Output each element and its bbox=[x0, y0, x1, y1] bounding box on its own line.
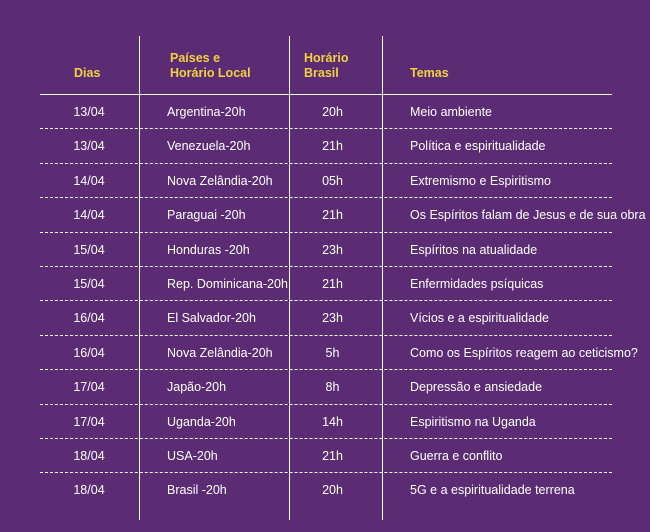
cell-dia: 17/04 bbox=[73, 414, 105, 429]
header-horario-line1: Horário bbox=[304, 51, 349, 65]
cell-pais: Argentina-20h bbox=[167, 105, 246, 119]
table-row: 16/04 El Salvador-20h 23h Vícios e a esp… bbox=[40, 301, 612, 336]
cell-dia: 14/04 bbox=[73, 208, 105, 223]
header-temas: Temas bbox=[410, 66, 449, 80]
cell-tema: 5G e a espiritualidade terrena bbox=[410, 483, 575, 498]
table-body: 13/04 Argentina-20h 20h Meio ambiente 13… bbox=[40, 95, 646, 508]
cell-tema: Guerra e conflito bbox=[410, 448, 503, 463]
table-row: 13/04 Argentina-20h 20h Meio ambiente bbox=[40, 95, 612, 130]
cell-pais: Nova Zelândia-20h bbox=[167, 345, 273, 360]
cell-horario: 5h bbox=[325, 345, 340, 360]
cell-pais: Rep. Dominicana-20h bbox=[167, 276, 288, 291]
cell-tema: Vícios e a espiritualidade bbox=[410, 311, 549, 326]
cell-tema: Meio ambiente bbox=[410, 105, 492, 119]
cell-dia: 16/04 bbox=[73, 345, 105, 360]
table-row: 14/04 Paraguai -20h 21h Os Espíritos fal… bbox=[40, 198, 646, 233]
column-divider bbox=[139, 36, 140, 520]
cell-horario: 20h bbox=[322, 105, 343, 119]
header-paises: Países e Horário Local bbox=[170, 51, 251, 81]
cell-horario: 21h bbox=[322, 448, 343, 463]
column-divider bbox=[382, 36, 383, 520]
cell-horario: 23h bbox=[322, 242, 343, 257]
cell-tema: Extremismo e Espiritismo bbox=[410, 173, 551, 188]
cell-dia: 16/04 bbox=[73, 311, 105, 326]
cell-pais: Nova Zelândia-20h bbox=[167, 173, 273, 188]
table-row: 16/04 Nova Zelândia-20h 5h Como os Espír… bbox=[40, 336, 638, 371]
cell-pais: USA-20h bbox=[167, 448, 218, 463]
table-row: 18/04 Brasil -20h 20h 5G e a espirituali… bbox=[40, 473, 612, 507]
table-header: Dias Países e Horário Local Horário Bras… bbox=[40, 40, 612, 95]
header-horario-line2: Brasil bbox=[304, 66, 339, 80]
cell-tema: Espíritos na atualidade bbox=[410, 242, 538, 257]
cell-pais: Uganda-20h bbox=[167, 414, 236, 429]
cell-tema: Depressão e ansiedade bbox=[410, 380, 543, 395]
cell-pais: Venezuela-20h bbox=[167, 139, 251, 154]
cell-dia: 17/04 bbox=[73, 380, 105, 395]
cell-horario: 21h bbox=[322, 276, 343, 291]
cell-pais: Honduras -20h bbox=[167, 242, 250, 257]
cell-horario: 23h bbox=[322, 311, 343, 326]
table-row: 17/04 Japão-20h 8h Depressão e ansiedade bbox=[40, 370, 612, 405]
cell-dia: 13/04 bbox=[73, 105, 105, 119]
cell-pais: Brasil -20h bbox=[167, 483, 227, 498]
cell-dia: 13/04 bbox=[73, 139, 105, 154]
header-paises-line1: Países e bbox=[170, 51, 221, 65]
cell-tema: Enfermidades psíquicas bbox=[410, 276, 544, 291]
cell-horario: 05h bbox=[322, 173, 343, 188]
header-paises-line2: Horário Local bbox=[170, 66, 251, 80]
table-row: 15/04 Rep. Dominicana-20h 21h Enfermidad… bbox=[40, 267, 612, 302]
cell-dia: 15/04 bbox=[73, 276, 105, 291]
column-divider bbox=[289, 36, 290, 520]
cell-pais: El Salvador-20h bbox=[167, 311, 256, 326]
cell-horario: 21h bbox=[322, 139, 343, 154]
cell-horario: 20h bbox=[322, 483, 343, 498]
table-row: 13/04 Venezuela-20h 21h Política e espir… bbox=[40, 129, 612, 164]
cell-tema: Espiritismo na Uganda bbox=[410, 414, 536, 429]
cell-dia: 18/04 bbox=[73, 448, 105, 463]
cell-pais: Paraguai -20h bbox=[167, 208, 246, 223]
table-row: 15/04 Honduras -20h 23h Espíritos na atu… bbox=[40, 233, 612, 267]
cell-horario: 21h bbox=[322, 208, 343, 223]
cell-tema: Como os Espíritos reagem ao ceticismo? bbox=[410, 345, 638, 360]
table-row: 14/04 Nova Zelândia-20h 05h Extremismo e… bbox=[40, 164, 612, 199]
cell-dia: 14/04 bbox=[73, 173, 105, 188]
cell-dia: 18/04 bbox=[73, 483, 105, 498]
table-row: 17/04 Uganda-20h 14h Espiritismo na Ugan… bbox=[40, 405, 612, 439]
header-dias: Dias bbox=[74, 66, 101, 80]
cell-tema: Política e espiritualidade bbox=[410, 139, 546, 154]
cell-tema: Os Espíritos falam de Jesus e de sua obr… bbox=[410, 208, 646, 223]
cell-horario: 8h bbox=[325, 380, 340, 395]
cell-dia: 15/04 bbox=[73, 242, 105, 257]
table-row: 18/04 USA-20h 21h Guerra e conflito bbox=[40, 439, 612, 474]
header-horario: Horário Brasil bbox=[304, 51, 348, 81]
cell-horario: 14h bbox=[322, 414, 343, 429]
cell-pais: Japão-20h bbox=[167, 380, 227, 395]
